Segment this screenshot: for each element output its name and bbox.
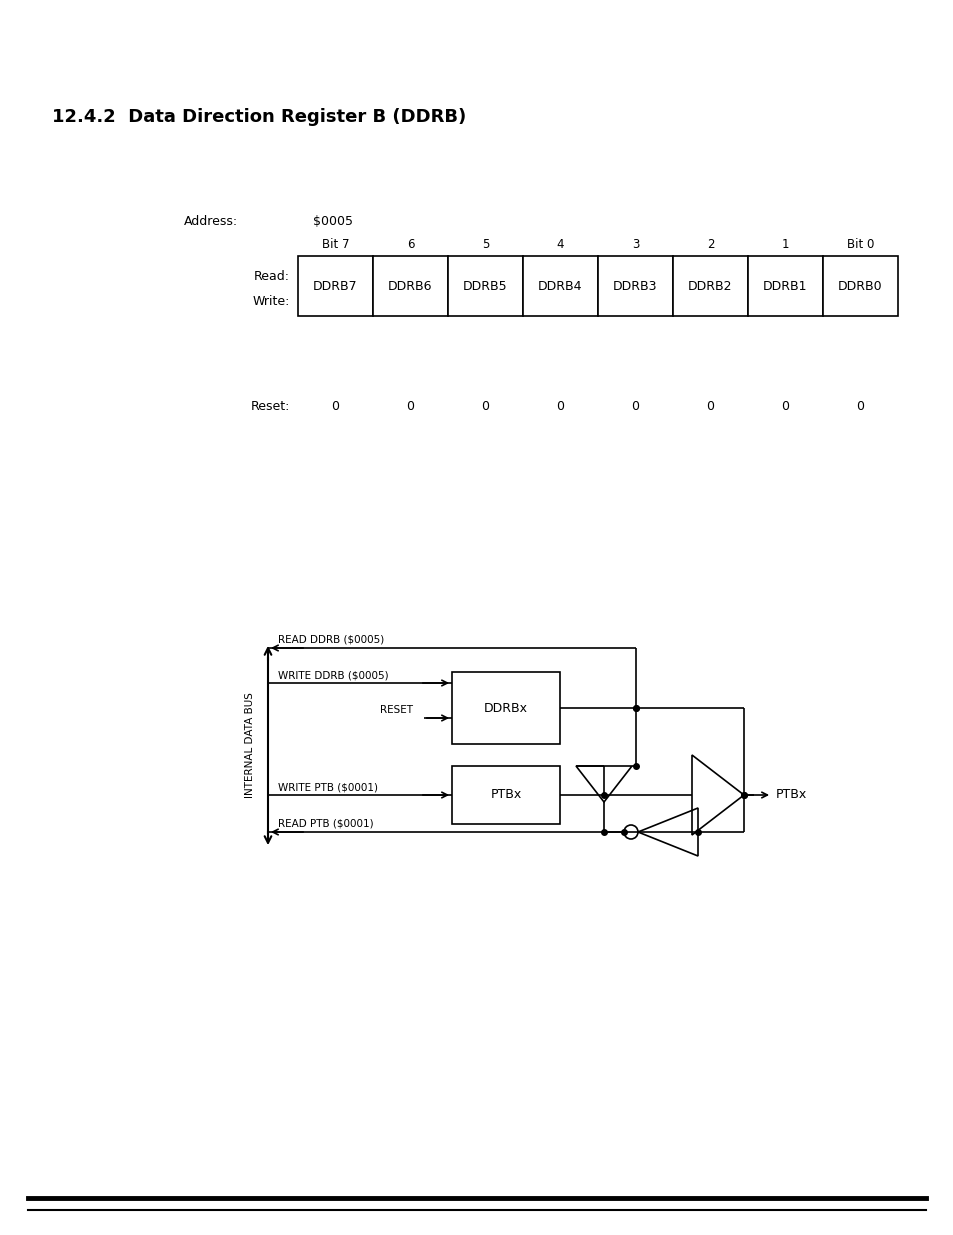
Text: Read:: Read: (253, 270, 290, 283)
Text: DDRB6: DDRB6 (388, 279, 433, 293)
Bar (297, 256, 373, 316)
Text: 0: 0 (856, 400, 863, 412)
Text: 4: 4 (557, 238, 563, 251)
Text: DDRB0: DDRB0 (838, 279, 882, 293)
Bar (598, 256, 672, 316)
Text: 0: 0 (556, 400, 564, 412)
Text: Address:: Address: (184, 215, 237, 228)
Text: 0: 0 (331, 400, 339, 412)
Text: 0: 0 (631, 400, 639, 412)
Bar (452, 766, 559, 824)
Text: READ DDRB ($0005): READ DDRB ($0005) (277, 635, 384, 645)
Text: 3: 3 (631, 238, 639, 251)
Text: DDRB4: DDRB4 (537, 279, 582, 293)
Text: Write:: Write: (253, 295, 290, 308)
Text: 5: 5 (481, 238, 489, 251)
Text: 2: 2 (706, 238, 714, 251)
Text: $0005: $0005 (313, 215, 353, 228)
Text: Bit 0: Bit 0 (846, 238, 873, 251)
Text: DDRB7: DDRB7 (313, 279, 357, 293)
Text: 0: 0 (781, 400, 789, 412)
Text: Reset:: Reset: (251, 400, 290, 412)
Bar (822, 256, 897, 316)
Bar (672, 256, 747, 316)
Text: 0: 0 (706, 400, 714, 412)
Bar (452, 672, 559, 743)
Text: DDRB1: DDRB1 (762, 279, 807, 293)
Text: 6: 6 (406, 238, 414, 251)
Bar (522, 256, 598, 316)
Text: READ PTB ($0001): READ PTB ($0001) (277, 819, 374, 829)
Text: WRITE DDRB ($0005): WRITE DDRB ($0005) (277, 671, 388, 680)
Text: 0: 0 (481, 400, 489, 412)
Text: DDRB2: DDRB2 (687, 279, 732, 293)
Text: 0: 0 (406, 400, 414, 412)
Bar (448, 256, 522, 316)
Text: DDRB3: DDRB3 (613, 279, 657, 293)
Bar (747, 256, 822, 316)
Text: 1: 1 (781, 238, 788, 251)
Text: INTERNAL DATA BUS: INTERNAL DATA BUS (245, 693, 254, 799)
Text: DDRBx: DDRBx (483, 701, 527, 715)
Text: RESET: RESET (379, 705, 413, 715)
Text: 12.4.2  Data Direction Register B (DDRB): 12.4.2 Data Direction Register B (DDRB) (52, 107, 466, 126)
Text: PTBx: PTBx (490, 788, 521, 802)
Text: Bit 7: Bit 7 (321, 238, 349, 251)
Text: DDRB5: DDRB5 (463, 279, 507, 293)
Text: WRITE PTB ($0001): WRITE PTB ($0001) (277, 782, 377, 792)
Bar (373, 256, 448, 316)
Text: PTBx: PTBx (775, 788, 806, 802)
